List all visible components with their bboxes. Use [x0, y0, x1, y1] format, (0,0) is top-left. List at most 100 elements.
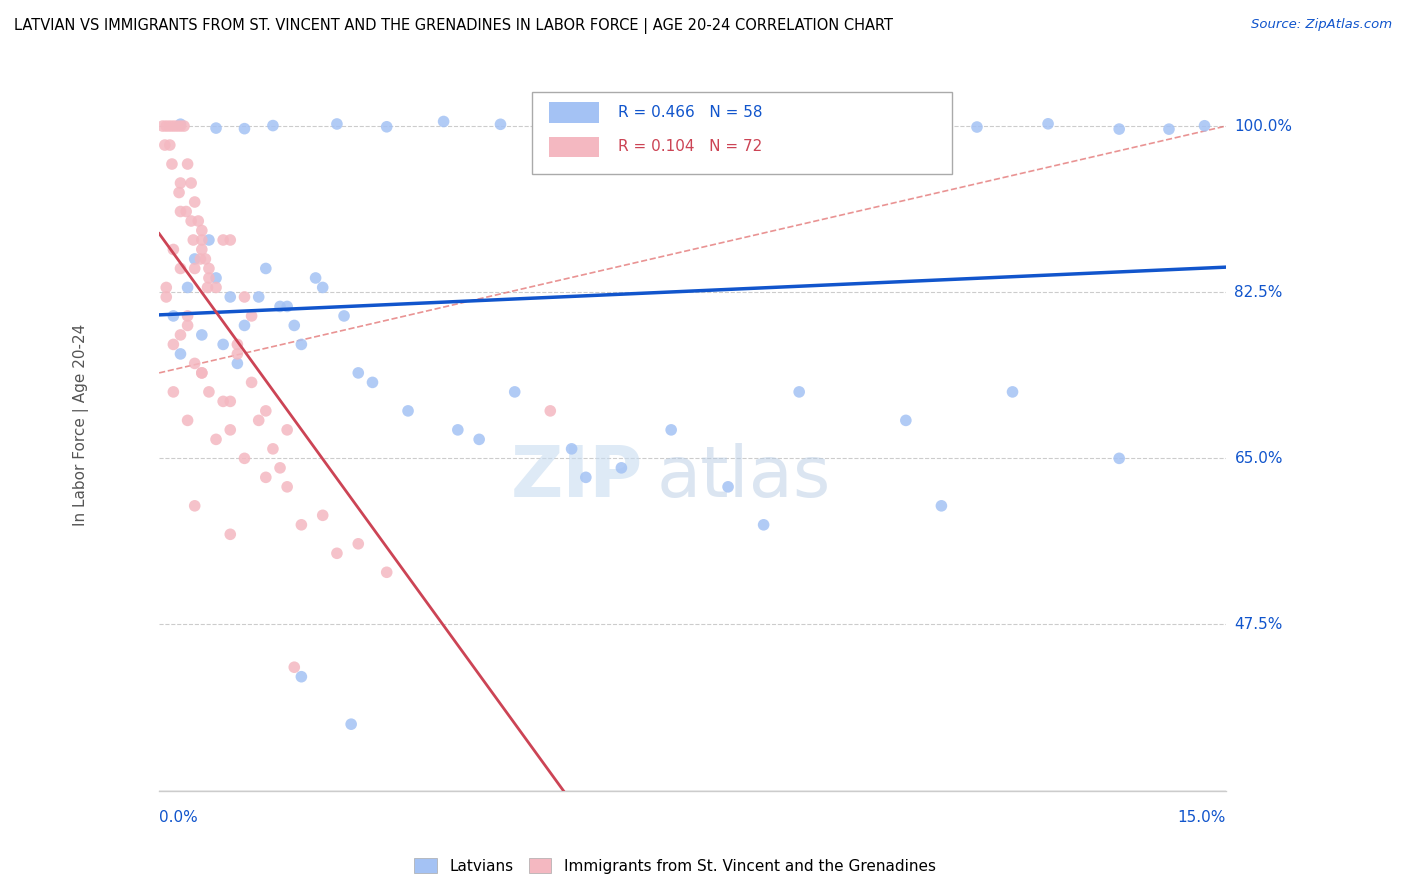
Point [187, 214, 209, 228]
Point [198, 261, 221, 276]
Point [575, 470, 598, 484]
Point [190, 252, 212, 266]
Point [176, 413, 198, 427]
Text: R = 0.466   N = 58: R = 0.466 N = 58 [617, 105, 762, 120]
Point [290, 517, 312, 532]
Point [396, 404, 419, 418]
Point [169, 347, 191, 361]
Point [1157, 122, 1180, 136]
Point [153, 138, 176, 153]
Point [219, 423, 242, 437]
Point [159, 119, 181, 133]
Point [212, 394, 235, 409]
Point [169, 327, 191, 342]
Point [276, 480, 298, 494]
Point [191, 223, 214, 237]
Point [610, 460, 633, 475]
Point [212, 233, 235, 247]
Point [169, 119, 191, 133]
Text: atlas: atlas [657, 442, 831, 512]
Point [333, 309, 356, 323]
Point [205, 280, 228, 294]
Point [233, 290, 256, 304]
Point [682, 120, 704, 135]
Point [1108, 122, 1130, 136]
Point [162, 309, 184, 323]
Point [931, 499, 953, 513]
Point [240, 309, 263, 323]
Point [166, 119, 188, 133]
Point [489, 117, 512, 131]
Point [173, 119, 195, 133]
Point [205, 433, 228, 447]
Point [191, 243, 214, 257]
Text: 100.0%: 100.0% [1234, 119, 1292, 134]
Point [269, 300, 291, 314]
Legend: Latvians, Immigrants from St. Vincent and the Grenadines: Latvians, Immigrants from St. Vincent an… [408, 852, 942, 880]
Point [205, 271, 228, 285]
Point [219, 394, 242, 409]
Point [262, 119, 284, 133]
Point [1036, 117, 1059, 131]
Point [247, 413, 270, 427]
Bar [548, 103, 599, 123]
Point [254, 261, 277, 276]
Point [233, 121, 256, 136]
Point [824, 120, 846, 134]
Point [155, 119, 177, 133]
Point [240, 376, 263, 390]
Point [347, 366, 370, 380]
Point [538, 120, 561, 134]
Point [247, 290, 270, 304]
Point [155, 280, 177, 294]
Point [159, 138, 181, 153]
Point [347, 537, 370, 551]
Point [262, 442, 284, 456]
Point [183, 261, 205, 276]
Point [503, 384, 526, 399]
Point [1108, 451, 1130, 466]
Point [304, 271, 326, 285]
Point [169, 261, 191, 276]
Point [152, 119, 174, 133]
Point [180, 214, 202, 228]
Point [752, 117, 775, 131]
Point [183, 194, 205, 209]
Text: 65.0%: 65.0% [1234, 450, 1282, 466]
Point [191, 366, 214, 380]
Bar [548, 136, 599, 157]
Point [326, 117, 349, 131]
Point [197, 280, 219, 294]
Point [894, 413, 917, 427]
Point [198, 233, 221, 247]
Point [167, 186, 190, 200]
Point [290, 670, 312, 684]
Point [966, 120, 988, 134]
Point [283, 660, 305, 674]
Point [176, 157, 198, 171]
Point [212, 337, 235, 351]
Point [375, 566, 398, 580]
Point [183, 499, 205, 513]
Point [375, 120, 398, 134]
Text: 15.0%: 15.0% [1177, 810, 1226, 824]
Point [162, 384, 184, 399]
Point [433, 114, 456, 128]
Point [194, 252, 217, 266]
Point [787, 384, 810, 399]
Text: 47.5%: 47.5% [1234, 617, 1282, 632]
Point [162, 337, 184, 351]
Text: LATVIAN VS IMMIGRANTS FROM ST. VINCENT AND THE GRENADINES IN LABOR FORCE | AGE 2: LATVIAN VS IMMIGRANTS FROM ST. VINCENT A… [14, 18, 893, 34]
Point [447, 423, 470, 437]
Point [254, 404, 277, 418]
Point [1194, 119, 1216, 133]
Point [176, 318, 198, 333]
Point [276, 300, 298, 314]
Text: 0.0%: 0.0% [159, 810, 198, 824]
Point [233, 451, 256, 466]
Point [169, 204, 191, 219]
Text: In Labor Force | Age 20-24: In Labor Force | Age 20-24 [73, 324, 89, 526]
Point [269, 460, 291, 475]
Point [176, 280, 198, 294]
Point [276, 423, 298, 437]
